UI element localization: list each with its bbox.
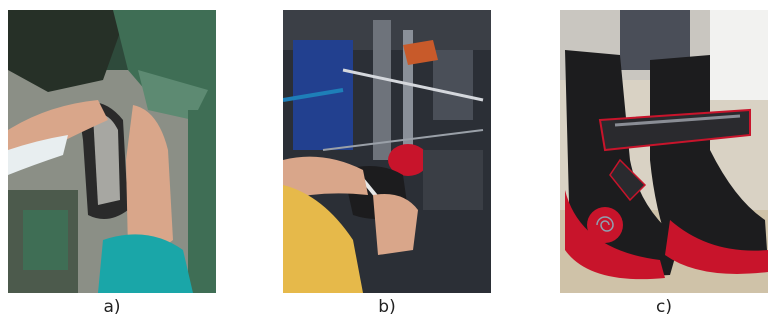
photo-panel-a [8,10,216,293]
lasting-machine-hands-icon [283,10,491,293]
panel-caption-c: c) [656,297,672,317]
stitching-machine-hands-icon [8,10,216,293]
photo-panel-b [283,10,491,293]
finished-boots-icon [560,10,768,293]
photo-panel-c [560,10,768,293]
panel-caption-b: b) [378,297,396,317]
panel-caption-a: a) [103,297,121,317]
